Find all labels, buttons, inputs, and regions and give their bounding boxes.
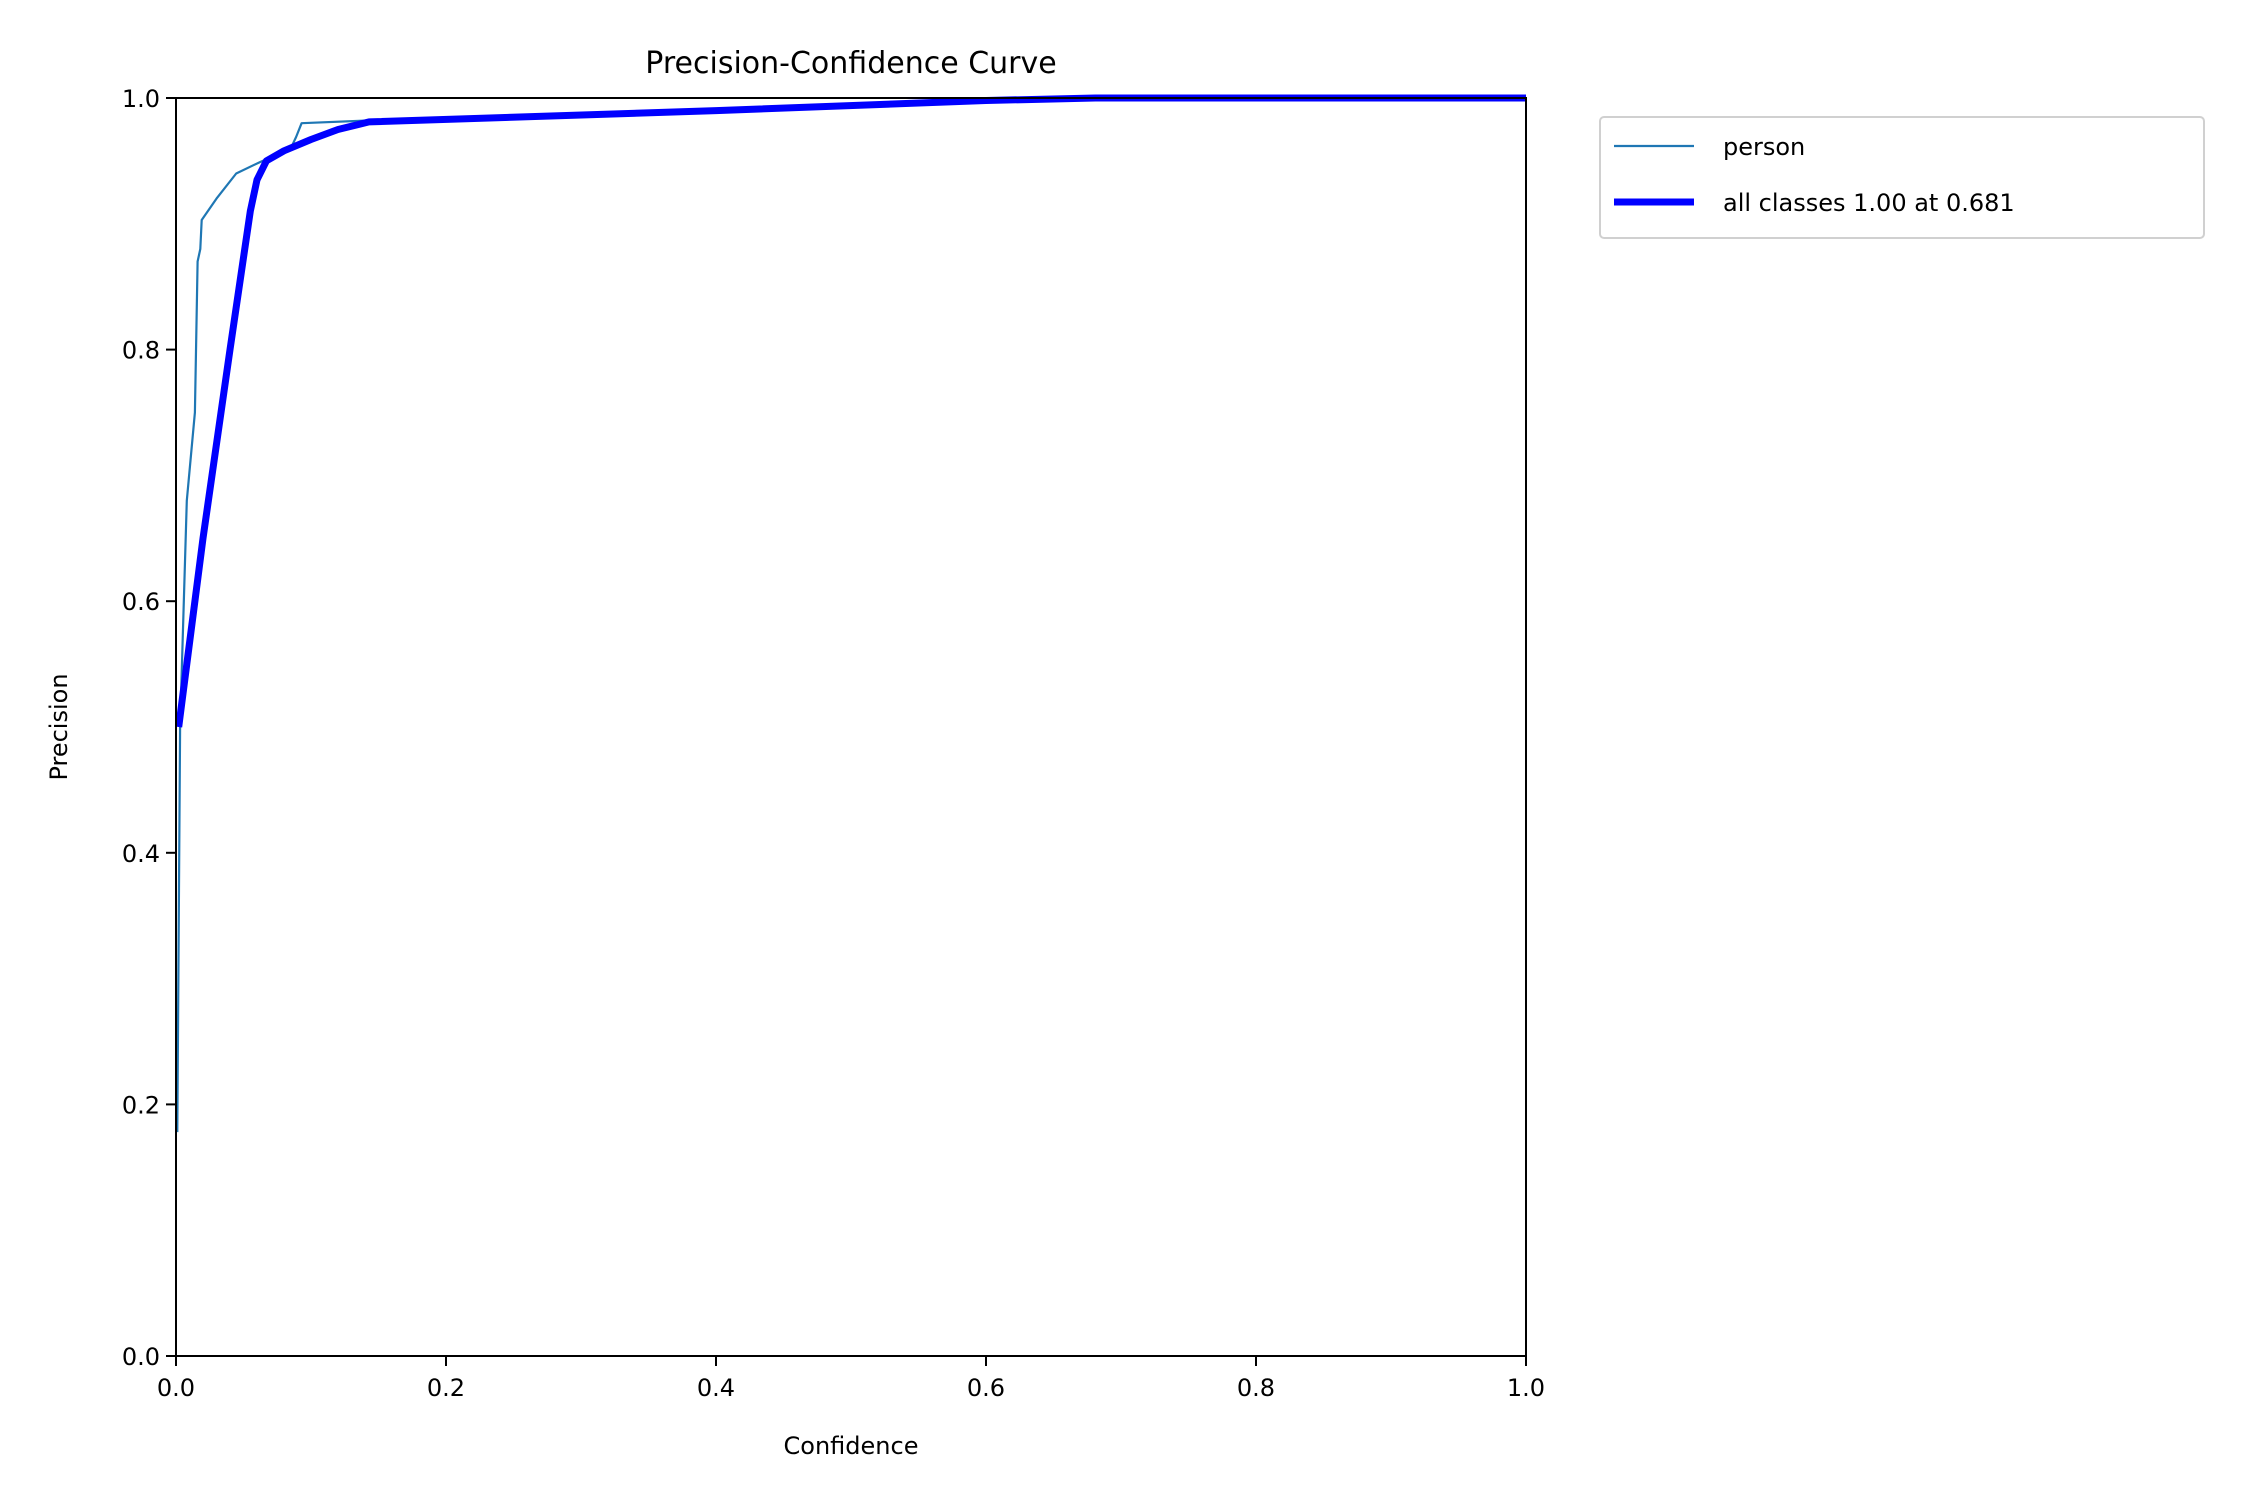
x-axis-label: Confidence <box>784 1432 919 1460</box>
series-line-1 <box>175 94 1526 728</box>
x-tick-label: 0.8 <box>1237 1374 1275 1402</box>
x-tick-label: 0.2 <box>427 1374 465 1402</box>
x-tick-label: 0.6 <box>967 1374 1005 1402</box>
x-tick-label: 0.4 <box>697 1374 735 1402</box>
chart-title: Precision-Confidence Curve <box>645 46 1056 81</box>
legend: person all classes 1.00 at 0.681 <box>1599 116 2205 239</box>
x-tick-label: 0.0 <box>157 1374 195 1402</box>
legend-label-person: person <box>1723 133 1805 161</box>
y-axis-label: Precision <box>45 673 73 780</box>
y-tick-label: 1.0 <box>122 85 160 113</box>
plot-frame <box>175 97 1527 1357</box>
y-tick-label: 0.2 <box>122 1091 160 1119</box>
plot-area: 0.0 0.2 0.4 0.6 0.8 1.0 0.0 0.2 0.4 0.6 0.8 1.0 <box>122 85 1545 1402</box>
y-tick-label: 0.0 <box>122 1343 160 1371</box>
legend-box <box>1599 116 2205 239</box>
series-line-0 <box>176 96 1526 1133</box>
y-tick-label: 0.6 <box>122 588 160 616</box>
x-tick-label: 1.0 <box>1507 1374 1545 1402</box>
y-tick-label: 0.4 <box>122 840 160 868</box>
legend-label-all-classes: all classes 1.00 at 0.681 <box>1723 189 2015 217</box>
y-tick-label: 0.8 <box>122 337 160 365</box>
